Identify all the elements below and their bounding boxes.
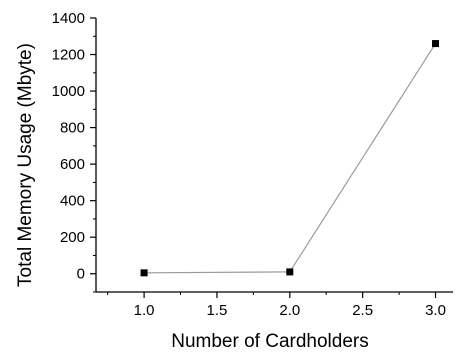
x-axis-title: Number of Cardholders (171, 331, 368, 352)
x-axis-ticks: 1.0 1.5 2.0 2.5 3.0 (107, 292, 446, 319)
data-point (286, 268, 294, 276)
y-tick-label: 400 (60, 193, 85, 210)
chart-axes (95, 18, 453, 293)
y-axis-title: Total Memory Usage (Mbyte) (15, 43, 36, 287)
y-tick-label: 0 (77, 266, 85, 283)
data-point (140, 269, 148, 277)
x-tick-label: 3.0 (425, 302, 446, 319)
x-tick-label: 2.5 (352, 302, 373, 319)
y-axis-ticks: 0 200 400 600 800 1000 1200 1400 (52, 10, 96, 293)
y-tick-label: 600 (60, 156, 85, 173)
x-tick-label: 2.0 (279, 302, 300, 319)
y-tick-label: 800 (60, 120, 85, 137)
data-point (432, 40, 440, 48)
x-tick-label: 1.0 (134, 302, 155, 319)
y-tick-label: 200 (60, 229, 85, 246)
y-tick-label: 1000 (52, 83, 85, 100)
data-series (140, 40, 440, 277)
y-tick-label: 1400 (52, 10, 85, 27)
y-tick-label: 1200 (52, 47, 85, 64)
x-tick-label: 1.5 (207, 302, 228, 319)
series-line (144, 43, 437, 274)
